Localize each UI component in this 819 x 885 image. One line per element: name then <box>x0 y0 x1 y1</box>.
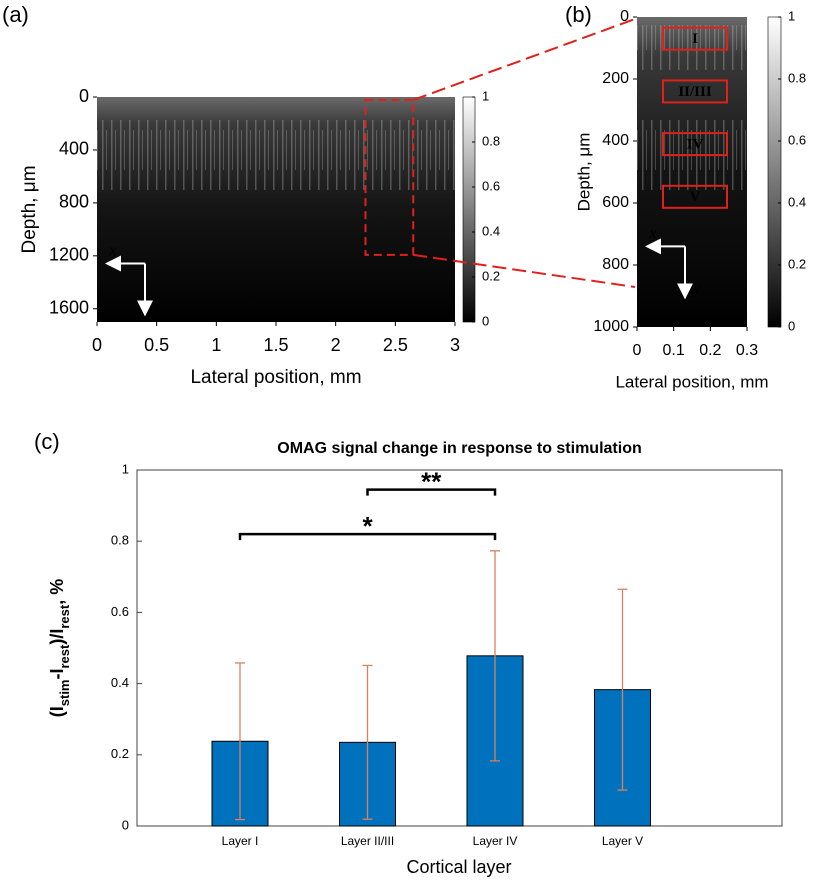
y-axis-label: (Istim-Irest)/Irest, % <box>47 579 72 717</box>
x-tick-label: 0.1 <box>663 342 685 359</box>
y-axis-label-part: stim <box>57 680 72 707</box>
y-tick-label: 1600 <box>49 298 89 318</box>
y-tick-label: 800 <box>59 192 89 212</box>
y-tick-label: 800 <box>602 256 629 273</box>
y-tick-label: 400 <box>602 132 629 149</box>
x-tick-label: 0 <box>633 342 642 359</box>
colorbar-tick-label: 0.6 <box>788 132 806 147</box>
significance-label: * <box>362 511 373 541</box>
colorbar-tick-label: 1 <box>482 88 489 103</box>
colorbar-tick-label: 0.2 <box>482 268 500 283</box>
y-tick-label: 0 <box>79 86 89 106</box>
region-box <box>662 79 728 104</box>
significance-label: ** <box>421 466 442 496</box>
x-tick-label: 2 <box>331 335 341 355</box>
zoom-line <box>413 253 636 288</box>
colorbar-tick-label: 0.6 <box>482 178 500 193</box>
axis-arrow-label: y <box>691 278 701 297</box>
x-tick-label: Layer V <box>602 834 643 848</box>
axis-arrow-label: y <box>151 295 161 314</box>
image-texture <box>97 105 455 229</box>
colorbar-tick-label: 0.8 <box>482 133 500 148</box>
x-tick-label: 1.5 <box>263 335 288 355</box>
x-tick-label: 3 <box>450 335 460 355</box>
significance-bracket <box>238 532 497 541</box>
region-box <box>662 184 728 209</box>
y-tick-label: 0.8 <box>111 533 129 548</box>
region-box <box>662 26 728 51</box>
x-tick-label: 0 <box>92 335 102 355</box>
y-axis-label: Depth, μm <box>19 165 40 253</box>
plot-frame <box>136 469 783 827</box>
region-box <box>662 132 728 157</box>
significance-bracket <box>366 488 497 496</box>
image-texture <box>637 25 747 196</box>
panel-label: (b) <box>565 2 592 27</box>
y-axis-label-part: rest <box>57 644 72 669</box>
y-tick-label: 600 <box>602 194 629 211</box>
x-tick-label: 0.3 <box>736 342 758 359</box>
x-tick-label: 2.5 <box>383 335 408 355</box>
colorbar-tick-label: 0 <box>788 318 795 333</box>
y-tick-label: 400 <box>59 139 89 159</box>
chart-title: OMAG signal change in response to stimul… <box>277 440 642 457</box>
y-axis-label-part: rest <box>57 604 72 629</box>
colorbar-tick-label: 1 <box>788 8 795 23</box>
y-tick-label: 0 <box>122 817 129 832</box>
panel-label: (a) <box>2 2 29 27</box>
x-axis-label: Lateral position, mm <box>190 367 361 388</box>
colorbar-tick-label: 0 <box>482 313 489 328</box>
region-label: I <box>692 31 698 47</box>
y-axis-label-part: -I <box>47 669 67 680</box>
y-tick-label: 1200 <box>49 245 89 265</box>
colorbar-tick-label: 0.8 <box>788 70 806 85</box>
zoom-region <box>364 99 415 256</box>
x-tick-label: 0.5 <box>144 335 169 355</box>
y-tick-label: 200 <box>602 70 629 87</box>
y-axis-label-part: (I <box>47 706 67 717</box>
x-tick-label: Layer I <box>222 834 259 848</box>
axis-arrow-label: x <box>648 223 657 242</box>
x-tick-label: 1 <box>211 335 221 355</box>
region-label: IV <box>687 137 704 153</box>
y-tick-label: 0 <box>620 8 629 25</box>
x-axis-label: Cortical layer <box>406 857 511 877</box>
colorbar <box>462 96 476 323</box>
y-axis-label: Depth, μm <box>574 133 593 212</box>
region-label: II/III <box>678 84 712 100</box>
y-axis-label-part: )/I <box>47 629 67 645</box>
zoom-line <box>412 18 636 101</box>
y-tick-label: 1000 <box>593 318 629 335</box>
axis-arrow-label: x <box>108 240 117 259</box>
y-tick-label: 1 <box>122 461 129 476</box>
region-label: V <box>690 189 701 205</box>
y-tick-label: 0.6 <box>111 604 129 619</box>
colorbar <box>767 16 782 328</box>
x-tick-label: Layer II/III <box>341 834 394 848</box>
x-axis-label: Lateral position, mm <box>615 372 768 391</box>
y-tick-label: 0.4 <box>111 675 129 690</box>
panel-label: (c) <box>34 429 60 454</box>
x-tick-label: 0.2 <box>699 342 721 359</box>
colorbar-tick-label: 0.4 <box>788 194 806 209</box>
colorbar-tick-label: 0.4 <box>482 223 500 238</box>
y-axis-label-part: , % <box>47 579 67 605</box>
x-tick-label: Layer IV <box>473 834 518 848</box>
y-tick-label: 0.2 <box>111 746 129 761</box>
colorbar-tick-label: 0.2 <box>788 256 806 271</box>
